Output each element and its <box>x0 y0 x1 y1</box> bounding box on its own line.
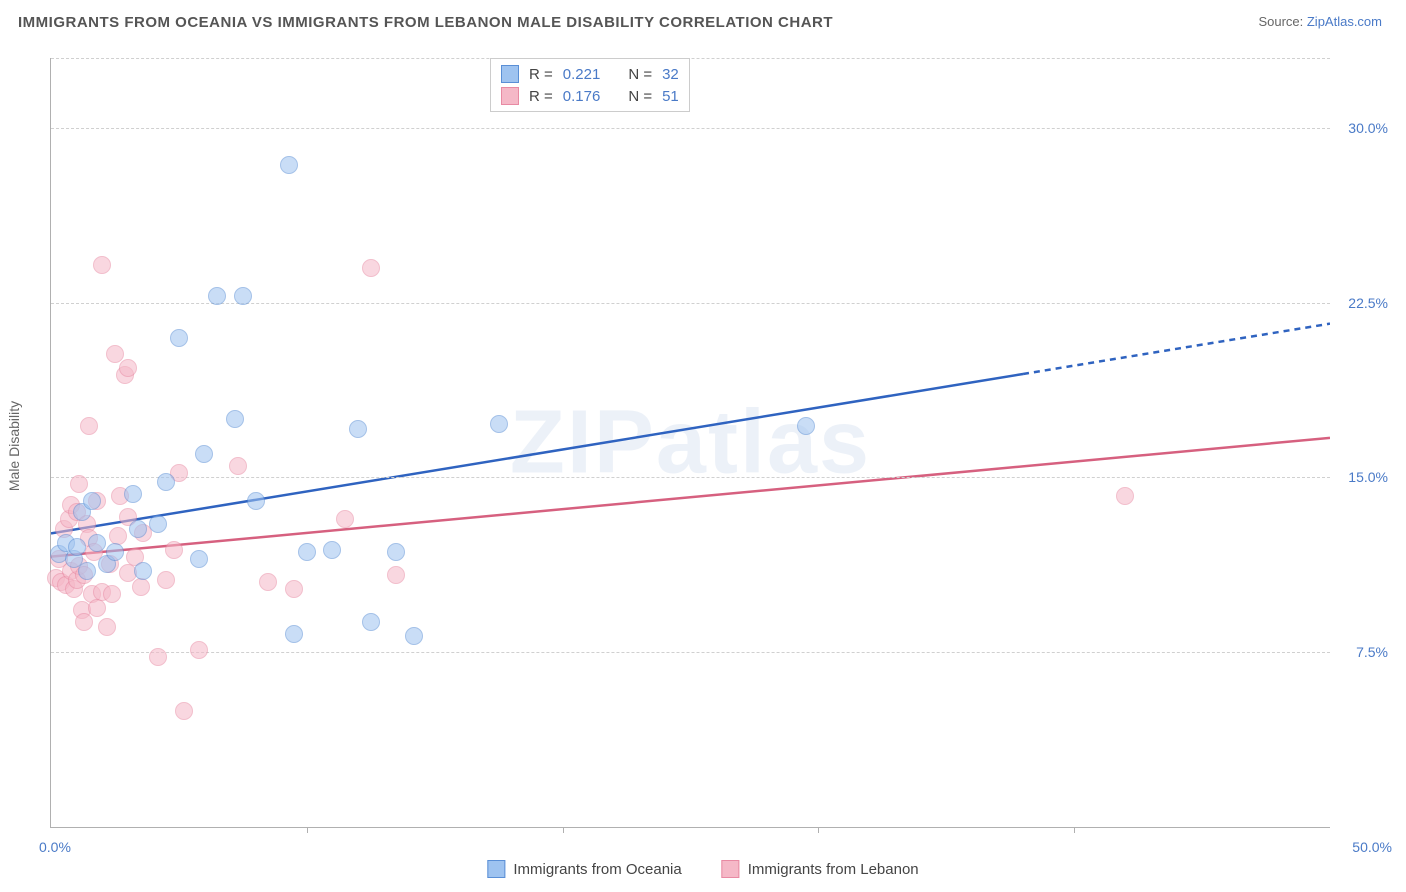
scatter-point-oceania <box>149 515 167 533</box>
scatter-point-oceania <box>68 538 86 556</box>
scatter-point-lebanon <box>80 417 98 435</box>
regression-line <box>51 438 1330 557</box>
scatter-point-lebanon <box>229 457 247 475</box>
scatter-point-lebanon <box>336 510 354 528</box>
grid-line <box>51 477 1330 478</box>
scatter-point-oceania <box>129 520 147 538</box>
scatter-point-oceania <box>88 534 106 552</box>
scatter-point-oceania <box>234 287 252 305</box>
y-tick-label: 22.5% <box>1348 295 1388 311</box>
scatter-point-lebanon <box>175 702 193 720</box>
r-value-oceania: 0.221 <box>563 66 601 83</box>
grid-line <box>51 652 1330 653</box>
scatter-point-oceania <box>280 156 298 174</box>
x-tick <box>563 827 564 833</box>
r-label: R = <box>529 88 553 105</box>
source-prefix: Source: <box>1258 14 1306 29</box>
x-tick <box>1074 827 1075 833</box>
scatter-point-oceania <box>170 329 188 347</box>
swatch-lebanon <box>722 860 740 878</box>
scatter-point-oceania <box>83 492 101 510</box>
scatter-point-oceania <box>78 562 96 580</box>
scatter-point-lebanon <box>149 648 167 666</box>
swatch-lebanon <box>501 87 519 105</box>
scatter-point-oceania <box>405 627 423 645</box>
scatter-point-lebanon <box>70 475 88 493</box>
legend-label-oceania: Immigrants from Oceania <box>513 861 681 878</box>
scatter-point-lebanon <box>259 573 277 591</box>
scatter-point-oceania <box>362 613 380 631</box>
r-value-lebanon: 0.176 <box>563 88 601 105</box>
scatter-point-oceania <box>124 485 142 503</box>
correlation-legend: R = 0.221 N = 32 R = 0.176 N = 51 <box>490 58 690 112</box>
scatter-point-oceania <box>349 420 367 438</box>
chart-title: IMMIGRANTS FROM OCEANIA VS IMMIGRANTS FR… <box>18 14 833 31</box>
scatter-point-oceania <box>323 541 341 559</box>
scatter-point-oceania <box>157 473 175 491</box>
scatter-point-oceania <box>106 543 124 561</box>
scatter-point-lebanon <box>109 527 127 545</box>
scatter-point-lebanon <box>75 613 93 631</box>
watermark-text: ZIPatlas <box>510 391 871 494</box>
scatter-point-lebanon <box>103 585 121 603</box>
grid-line <box>51 58 1330 59</box>
n-label: N = <box>628 88 652 105</box>
scatter-point-lebanon <box>1116 487 1134 505</box>
y-axis-label: Male Disability <box>6 401 22 491</box>
y-tick-label: 30.0% <box>1348 120 1388 136</box>
swatch-oceania <box>487 860 505 878</box>
y-tick-label: 7.5% <box>1356 644 1388 660</box>
legend-row-oceania: R = 0.221 N = 32 <box>501 63 679 85</box>
n-value-oceania: 32 <box>662 66 679 83</box>
legend-row-lebanon: R = 0.176 N = 51 <box>501 85 679 107</box>
x-tick <box>818 827 819 833</box>
scatter-point-oceania <box>190 550 208 568</box>
scatter-point-oceania <box>226 410 244 428</box>
x-axis-max-label: 50.0% <box>1352 839 1392 855</box>
legend-label-lebanon: Immigrants from Lebanon <box>748 861 919 878</box>
scatter-point-lebanon <box>93 256 111 274</box>
x-tick <box>307 827 308 833</box>
scatter-point-oceania <box>298 543 316 561</box>
plot-area: ZIPatlas 0.0% 50.0% 7.5%15.0%22.5%30.0% <box>50 58 1330 828</box>
scatter-point-oceania <box>490 415 508 433</box>
scatter-point-lebanon <box>119 359 137 377</box>
source-link[interactable]: ZipAtlas.com <box>1307 14 1382 29</box>
scatter-point-oceania <box>134 562 152 580</box>
scatter-point-lebanon <box>362 259 380 277</box>
scatter-point-lebanon <box>157 571 175 589</box>
scatter-point-lebanon <box>132 578 150 596</box>
scatter-point-lebanon <box>387 566 405 584</box>
scatter-point-oceania <box>387 543 405 561</box>
scatter-point-oceania <box>247 492 265 510</box>
legend-item-lebanon: Immigrants from Lebanon <box>722 860 919 878</box>
grid-line <box>51 128 1330 129</box>
regression-lines-layer <box>51 58 1330 827</box>
scatter-point-oceania <box>195 445 213 463</box>
series-legend: Immigrants from Oceania Immigrants from … <box>487 860 918 878</box>
y-tick-label: 15.0% <box>1348 469 1388 485</box>
scatter-point-lebanon <box>190 641 208 659</box>
n-label: N = <box>628 66 652 83</box>
scatter-point-lebanon <box>165 541 183 559</box>
x-axis-min-label: 0.0% <box>39 839 71 855</box>
chart-container: IMMIGRANTS FROM OCEANIA VS IMMIGRANTS FR… <box>0 0 1406 892</box>
scatter-point-lebanon <box>285 580 303 598</box>
scatter-point-lebanon <box>88 599 106 617</box>
n-value-lebanon: 51 <box>662 88 679 105</box>
legend-item-oceania: Immigrants from Oceania <box>487 860 681 878</box>
scatter-point-lebanon <box>98 618 116 636</box>
scatter-point-oceania <box>797 417 815 435</box>
scatter-point-oceania <box>208 287 226 305</box>
swatch-oceania <box>501 65 519 83</box>
r-label: R = <box>529 66 553 83</box>
scatter-point-oceania <box>285 625 303 643</box>
regression-line-extrapolated <box>1023 324 1330 374</box>
source-attribution: Source: ZipAtlas.com <box>1258 14 1382 29</box>
